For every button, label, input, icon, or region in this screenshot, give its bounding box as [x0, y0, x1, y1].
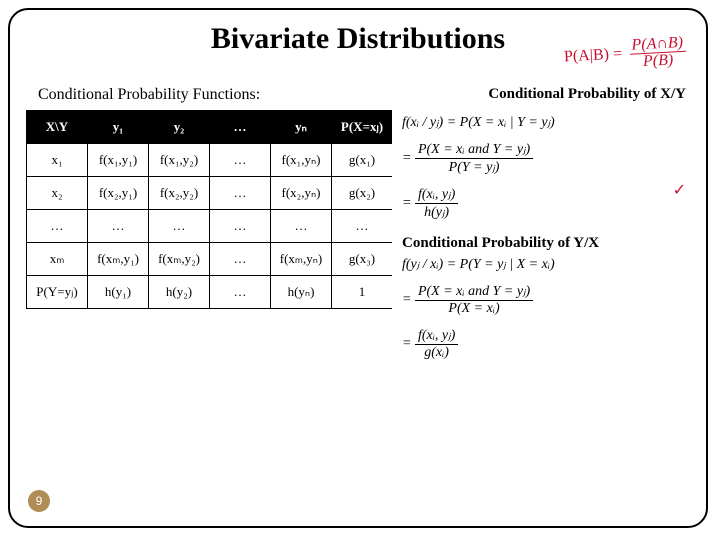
- table-cell: f(x₁,yₙ): [271, 144, 332, 177]
- table-header: X\Y: [27, 111, 88, 144]
- slide-frame: Bivariate Distributions P(A|B) = P(A∩B) …: [8, 8, 708, 528]
- table-cell: f(xₘ,y₁): [88, 243, 149, 276]
- table-cell: …: [210, 144, 271, 177]
- numerator: f(xᵢ, yⱼ): [415, 186, 458, 204]
- eq-yx-line2: = P(X = xᵢ and Y = yⱼ) P(X = xᵢ): [402, 283, 692, 317]
- table-header-row: X\Y y₁ y₂ … yₙ P(X=xⱼ): [27, 111, 393, 144]
- hand-denominator: P(B): [643, 51, 674, 70]
- content-row: X\Y y₁ y₂ … yₙ P(X=xⱼ) x₁ f(x₁,y₁) f(x₁,…: [24, 110, 692, 371]
- equations-column: f(xᵢ / yⱼ) = P(X = xᵢ | Y = yⱼ) = P(X = …: [392, 110, 692, 371]
- table-cell: …: [332, 210, 393, 243]
- table-cell: f(x₂,yₙ): [271, 177, 332, 210]
- subheading-row: Conditional Probability Functions: Condi…: [24, 86, 692, 104]
- eq-yx-line1: f(yⱼ / xᵢ) = P(Y = yⱼ | X = xᵢ): [402, 256, 692, 273]
- table-cell: …: [271, 210, 332, 243]
- table-cell: g(x₃): [332, 243, 393, 276]
- table-cell: …: [210, 210, 271, 243]
- table-cell: …: [88, 210, 149, 243]
- table-header: y₁: [88, 111, 149, 144]
- table-cell: …: [210, 243, 271, 276]
- table-cell: …: [210, 177, 271, 210]
- denominator: P(X = xᵢ): [415, 301, 533, 317]
- denominator: h(yⱼ): [415, 204, 458, 221]
- table-header: …: [210, 111, 271, 144]
- table-cell: x₂: [27, 177, 88, 210]
- table-cell: P(Y=yⱼ): [27, 276, 88, 309]
- subhead-left: Conditional Probability Functions:: [38, 86, 260, 104]
- table-cell: h(y₁): [88, 276, 149, 309]
- hand-lhs: P(A|B) =: [564, 45, 623, 65]
- table-cell: …: [149, 210, 210, 243]
- table-cell: xₘ: [27, 243, 88, 276]
- table-cell: h(yₙ): [271, 276, 332, 309]
- table-cell: f(x₂,y₁): [88, 177, 149, 210]
- table-row: … … … … … …: [27, 210, 393, 243]
- table-cell: f(xₘ,yₙ): [271, 243, 332, 276]
- numerator: P(X = xᵢ and Y = yⱼ): [415, 141, 533, 159]
- table-row: x₁ f(x₁,y₁) f(x₁,y₂) … f(x₁,yₙ) g(x₁): [27, 144, 393, 177]
- probability-table: X\Y y₁ y₂ … yₙ P(X=xⱼ) x₁ f(x₁,y₁) f(x₁,…: [26, 110, 392, 309]
- fraction: P(X = xᵢ and Y = yⱼ) P(X = xᵢ): [415, 283, 533, 317]
- table-cell: x₁: [27, 144, 88, 177]
- table-cell: h(y₂): [149, 276, 210, 309]
- numerator: f(xᵢ, yⱼ): [415, 327, 458, 345]
- denominator: P(Y = yⱼ): [415, 159, 533, 176]
- eq-xy-line1: f(xᵢ / yⱼ) = P(X = xᵢ | Y = yⱼ): [402, 114, 692, 131]
- table-header: P(X=xⱼ): [332, 111, 393, 144]
- fraction: f(xᵢ, yⱼ) g(xᵢ): [415, 327, 458, 361]
- table-row: P(Y=yⱼ) h(y₁) h(y₂) … h(yₙ) 1: [27, 276, 393, 309]
- table-cell: f(xₘ,y₂): [149, 243, 210, 276]
- table-cell: f(x₁,y₁): [88, 144, 149, 177]
- table-cell: …: [27, 210, 88, 243]
- table-row: xₘ f(xₘ,y₁) f(xₘ,y₂) … f(xₘ,yₙ) g(x₃): [27, 243, 393, 276]
- denominator: g(xᵢ): [415, 345, 458, 361]
- table-cell: f(x₁,y₂): [149, 144, 210, 177]
- table-cell: f(x₂,y₂): [149, 177, 210, 210]
- subhead-right: Conditional Probability of X/Y: [488, 86, 686, 104]
- page-number-badge: 9: [28, 490, 50, 512]
- checkmark-icon: ✓: [673, 180, 686, 200]
- subhead-yx: Conditional Probability of Y/X: [402, 235, 692, 252]
- eq-yx-line3: = f(xᵢ, yⱼ) g(xᵢ): [402, 327, 692, 361]
- table-cell: g(x₂): [332, 177, 393, 210]
- hand-fraction: P(A∩B) P(B): [630, 35, 687, 71]
- table-header: yₙ: [271, 111, 332, 144]
- table-cell: 1: [332, 276, 393, 309]
- table-header: y₂: [149, 111, 210, 144]
- fraction: P(X = xᵢ and Y = yⱼ) P(Y = yⱼ): [415, 141, 533, 176]
- numerator: P(X = xᵢ and Y = yⱼ): [415, 283, 533, 301]
- eq-xy-line2: = P(X = xᵢ and Y = yⱼ) P(Y = yⱼ): [402, 141, 692, 176]
- table-row: x₂ f(x₂,y₁) f(x₂,y₂) … f(x₂,yₙ) g(x₂): [27, 177, 393, 210]
- eq-xy-line3: = f(xᵢ, yⱼ) h(yⱼ): [402, 186, 692, 221]
- table-cell: …: [210, 276, 271, 309]
- handwritten-annotation: P(A|B) = P(A∩B) P(B): [564, 35, 687, 74]
- fraction: f(xᵢ, yⱼ) h(yⱼ): [415, 186, 458, 221]
- table-cell: g(x₁): [332, 144, 393, 177]
